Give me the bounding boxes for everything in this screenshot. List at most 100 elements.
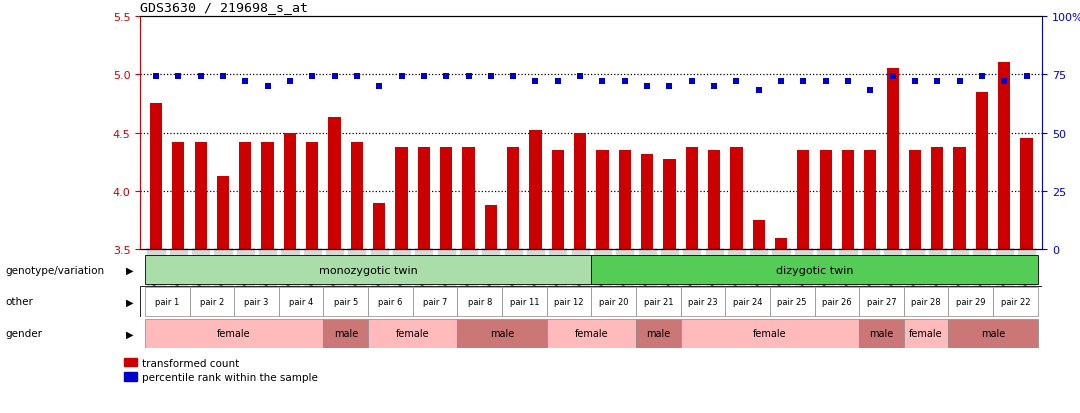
Bar — [860, 319, 904, 348]
Bar — [189, 287, 234, 316]
Bar — [284, 133, 296, 250]
Bar — [931, 147, 944, 250]
Bar — [663, 160, 676, 250]
Point — [571, 74, 589, 81]
Bar — [552, 151, 564, 250]
Text: pair 22: pair 22 — [1001, 297, 1030, 306]
Point — [437, 74, 455, 81]
Bar — [592, 255, 1038, 285]
Bar — [820, 151, 832, 250]
Text: pair 21: pair 21 — [644, 297, 673, 306]
Point — [170, 74, 187, 81]
Point — [237, 78, 254, 85]
Point — [951, 78, 969, 85]
Bar — [368, 287, 413, 316]
Bar — [954, 147, 966, 250]
Bar — [502, 287, 546, 316]
Text: pair 29: pair 29 — [956, 297, 986, 306]
Point — [214, 74, 231, 81]
Bar — [753, 221, 765, 250]
Bar — [730, 147, 743, 250]
Legend: transformed count, percentile rank within the sample: transformed count, percentile rank withi… — [124, 358, 318, 382]
Text: pair 12: pair 12 — [554, 297, 583, 306]
Text: male: male — [646, 328, 671, 339]
Text: pair 6: pair 6 — [378, 297, 403, 306]
Point — [996, 78, 1013, 85]
Bar — [636, 287, 680, 316]
Bar — [351, 142, 363, 250]
Bar — [770, 287, 814, 316]
Bar — [797, 151, 810, 250]
Bar — [860, 287, 904, 316]
Text: ▶: ▶ — [126, 328, 133, 339]
Bar — [948, 287, 994, 316]
Point — [684, 78, 701, 85]
Point — [638, 83, 656, 90]
Point — [839, 78, 856, 85]
Point — [705, 83, 723, 90]
Bar — [998, 63, 1011, 250]
Point — [973, 74, 990, 81]
Text: pair 20: pair 20 — [599, 297, 629, 306]
Text: gender: gender — [5, 328, 42, 339]
Bar — [306, 142, 319, 250]
Point — [460, 74, 477, 81]
Bar — [279, 287, 323, 316]
Bar — [948, 319, 1038, 348]
Text: pair 2: pair 2 — [200, 297, 224, 306]
Text: male: male — [334, 328, 357, 339]
Point — [393, 74, 410, 81]
Point — [348, 74, 365, 81]
Text: female: female — [753, 328, 786, 339]
Bar — [234, 287, 279, 316]
Text: male: male — [981, 328, 1005, 339]
Bar — [686, 147, 698, 250]
Point — [661, 83, 678, 90]
Text: female: female — [217, 328, 251, 339]
Point — [751, 88, 768, 95]
Bar — [529, 131, 542, 250]
Text: pair 8: pair 8 — [468, 297, 491, 306]
Bar — [726, 287, 770, 316]
Bar — [619, 151, 631, 250]
Point — [1018, 74, 1036, 81]
Point — [527, 78, 544, 85]
Bar — [707, 151, 720, 250]
Point — [147, 74, 164, 81]
Text: pair 1: pair 1 — [156, 297, 179, 306]
Bar — [507, 147, 519, 250]
Point — [415, 74, 432, 81]
Bar — [395, 147, 408, 250]
Bar — [904, 319, 948, 348]
Text: GDS3630 / 219698_s_at: GDS3630 / 219698_s_at — [140, 1, 309, 14]
Text: ▶: ▶ — [126, 297, 133, 307]
Point — [192, 74, 210, 81]
Bar — [546, 319, 636, 348]
Point — [885, 74, 902, 81]
Point — [281, 78, 298, 85]
Bar — [909, 151, 921, 250]
Bar — [636, 319, 680, 348]
Bar — [904, 287, 948, 316]
Point — [862, 88, 879, 95]
Bar — [1021, 139, 1032, 250]
Bar — [328, 118, 340, 250]
Text: pair 23: pair 23 — [688, 297, 718, 306]
Bar — [680, 319, 860, 348]
Bar — [994, 287, 1038, 316]
Text: male: male — [869, 328, 893, 339]
Bar — [887, 69, 899, 250]
Text: pair 27: pair 27 — [866, 297, 896, 306]
Bar — [368, 319, 457, 348]
Bar — [323, 287, 368, 316]
Bar — [596, 151, 609, 250]
Point — [617, 78, 634, 85]
Bar — [546, 287, 592, 316]
Point — [303, 74, 321, 81]
Text: pair 4: pair 4 — [289, 297, 313, 306]
Point — [549, 78, 566, 85]
Bar — [217, 176, 229, 250]
Text: pair 11: pair 11 — [510, 297, 539, 306]
Text: pair 26: pair 26 — [822, 297, 852, 306]
Point — [594, 78, 611, 85]
